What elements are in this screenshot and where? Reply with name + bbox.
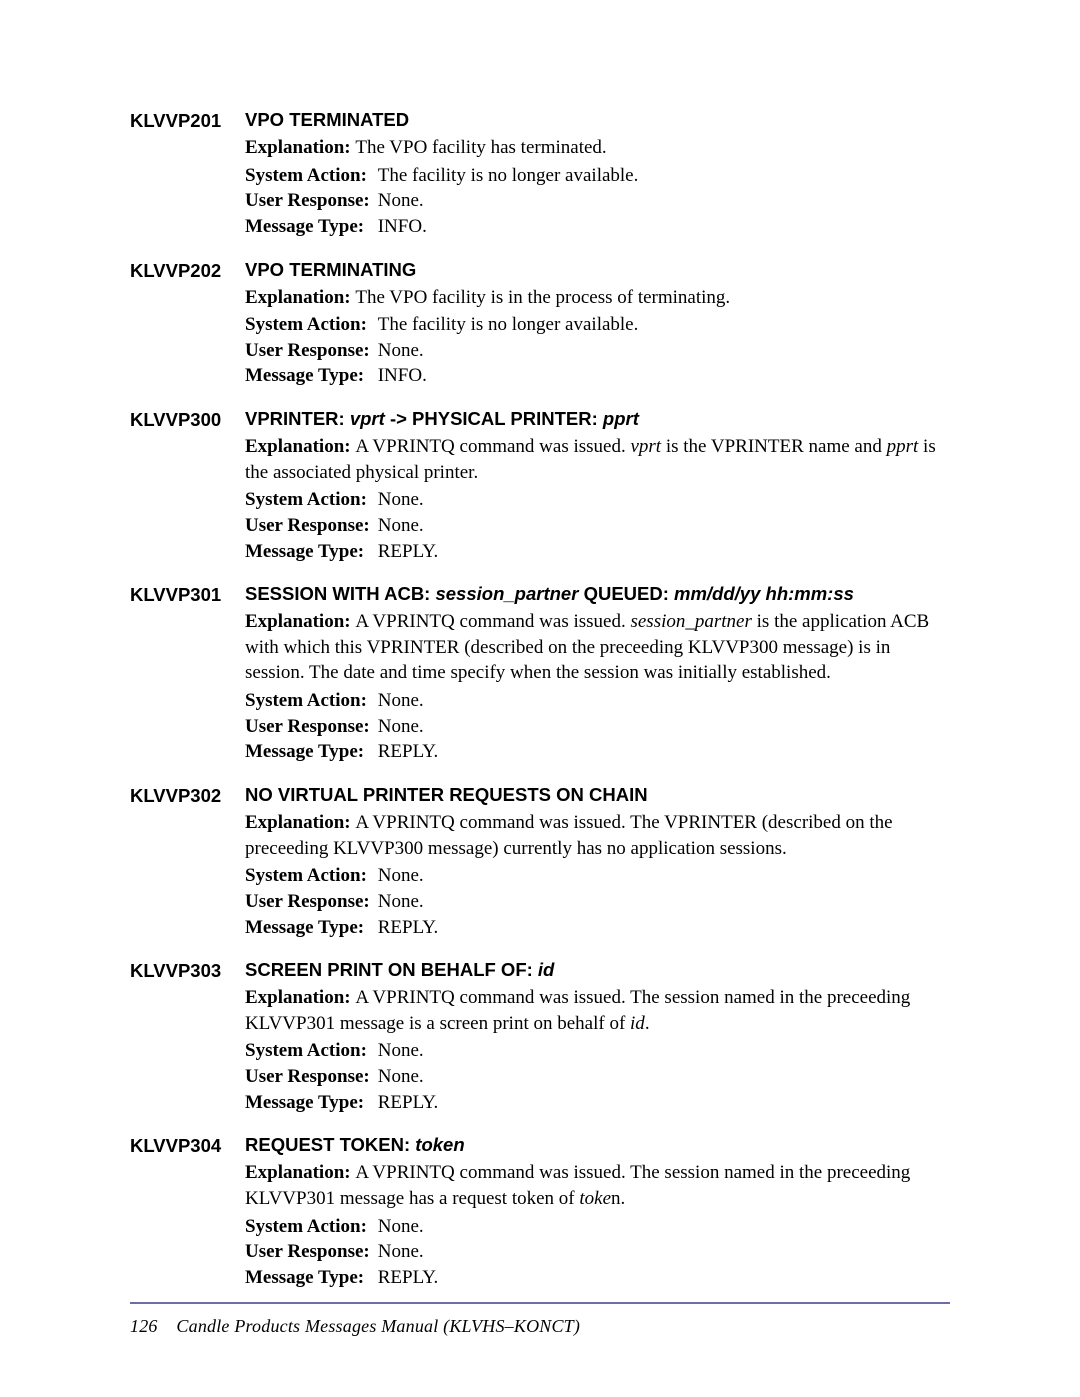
- message-explanation: Explanation: The VPO facility has termin…: [245, 135, 950, 161]
- message-code: KLVVP304: [130, 1133, 245, 1159]
- message-body: SESSION WITH ACB: session_partner QUEUED…: [245, 582, 950, 765]
- field-value-user_response: None.: [378, 1064, 439, 1090]
- field-label-user_response: User Response:: [245, 190, 370, 211]
- field-value-user_response: None.: [378, 889, 439, 915]
- field-value-message_type: REPLY.: [378, 1090, 439, 1116]
- field-value-user_response: None.: [378, 714, 439, 740]
- message-body: NO VIRTUAL PRINTER REQUESTS ON CHAINExpl…: [245, 783, 950, 940]
- message-title: VPRINTER: vprt -> PHYSICAL PRINTER: pprt: [245, 407, 950, 432]
- field-value-system_action: The facility is no longer available.: [378, 312, 639, 338]
- message-title: SESSION WITH ACB: session_partner QUEUED…: [245, 582, 950, 607]
- field-value-user_response: None.: [378, 338, 639, 364]
- field-label-user_response: User Response:: [245, 1066, 370, 1087]
- message-body: SCREEN PRINT ON BEHALF OF: idExplanation…: [245, 958, 950, 1115]
- message-code: KLVVP300: [130, 407, 245, 433]
- message-fields: System Action: None. User Response: None. Me…: [245, 1038, 438, 1115]
- message-explanation: Explanation: A VPRINTQ command was issue…: [245, 985, 950, 1036]
- footer-rule: [130, 1302, 950, 1304]
- message-explanation: Explanation: A VPRINTQ command was issue…: [245, 1160, 950, 1211]
- message-code: KLVVP201: [130, 108, 245, 134]
- message-fields: System Action: The facility is no longer …: [245, 312, 638, 389]
- field-label-system_action: System Action:: [245, 314, 367, 335]
- field-label-user_response: User Response:: [245, 340, 370, 361]
- message-entry: KLVVP302NO VIRTUAL PRINTER REQUESTS ON C…: [130, 783, 950, 940]
- message-code: KLVVP301: [130, 582, 245, 608]
- field-label-system_action: System Action:: [245, 865, 367, 886]
- message-fields: System Action: None. User Response: None. Me…: [245, 1214, 438, 1291]
- field-value-system_action: None.: [378, 688, 439, 714]
- message-fields: System Action: The facility is no longer …: [245, 163, 638, 240]
- message-title: REQUEST TOKEN: token: [245, 1133, 950, 1158]
- message-code: KLVVP202: [130, 258, 245, 284]
- field-label-system_action: System Action:: [245, 690, 367, 711]
- field-label-system_action: System Action:: [245, 1216, 367, 1237]
- message-entry: KLVVP303SCREEN PRINT ON BEHALF OF: idExp…: [130, 958, 950, 1115]
- message-explanation: Explanation: A VPRINTQ command was issue…: [245, 810, 950, 861]
- message-title: VPO TERMINATED: [245, 108, 950, 133]
- field-value-message_type: INFO.: [378, 214, 639, 240]
- message-entry: KLVVP301SESSION WITH ACB: session_partne…: [130, 582, 950, 765]
- field-value-user_response: None.: [378, 1239, 439, 1265]
- field-value-message_type: REPLY.: [378, 739, 439, 765]
- message-fields: System Action: None. User Response: None. Me…: [245, 688, 438, 765]
- message-explanation: Explanation: The VPO facility is in the …: [245, 285, 950, 311]
- message-body: VPO TERMINATINGExplanation: The VPO faci…: [245, 258, 950, 390]
- field-label-user_response: User Response:: [245, 891, 370, 912]
- field-label-message_type: Message Type:: [245, 741, 364, 762]
- field-label-system_action: System Action:: [245, 489, 367, 510]
- message-code: KLVVP303: [130, 958, 245, 984]
- message-entry: KLVVP202VPO TERMINATINGExplanation: The …: [130, 258, 950, 390]
- message-body: REQUEST TOKEN: tokenExplanation: A VPRIN…: [245, 1133, 950, 1290]
- message-entry: KLVVP304REQUEST TOKEN: tokenExplanation:…: [130, 1133, 950, 1290]
- field-value-message_type: INFO.: [378, 363, 639, 389]
- message-code: KLVVP302: [130, 783, 245, 809]
- message-fields: System Action: None. User Response: None. Me…: [245, 863, 438, 940]
- message-body: VPRINTER: vprt -> PHYSICAL PRINTER: pprt…: [245, 407, 950, 564]
- message-body: VPO TERMINATEDExplanation: The VPO facil…: [245, 108, 950, 240]
- message-entry: KLVVP201VPO TERMINATEDExplanation: The V…: [130, 108, 950, 240]
- field-value-message_type: REPLY.: [378, 915, 439, 941]
- message-title: SCREEN PRINT ON BEHALF OF: id: [245, 958, 950, 983]
- page-body: KLVVP201VPO TERMINATEDExplanation: The V…: [0, 0, 1080, 1369]
- footer-title: Candle Products Messages Manual (KLVHS–K…: [176, 1316, 580, 1336]
- field-label-system_action: System Action:: [245, 1040, 367, 1061]
- message-explanation: Explanation: A VPRINTQ command was issue…: [245, 609, 950, 686]
- field-value-system_action: None.: [378, 487, 439, 513]
- field-value-message_type: REPLY.: [378, 539, 439, 565]
- message-title: VPO TERMINATING: [245, 258, 950, 283]
- field-label-user_response: User Response:: [245, 1241, 370, 1262]
- field-label-message_type: Message Type:: [245, 917, 364, 938]
- field-value-system_action: None.: [378, 1038, 439, 1064]
- field-label-message_type: Message Type:: [245, 1267, 364, 1288]
- field-label-system_action: System Action:: [245, 165, 367, 186]
- field-value-system_action: None.: [378, 1214, 439, 1240]
- field-label-message_type: Message Type:: [245, 1092, 364, 1113]
- field-label-message_type: Message Type:: [245, 541, 364, 562]
- message-title: NO VIRTUAL PRINTER REQUESTS ON CHAIN: [245, 783, 950, 808]
- footer-text: 126 Candle Products Messages Manual (KLV…: [130, 1316, 580, 1337]
- field-value-user_response: None.: [378, 513, 439, 539]
- field-label-user_response: User Response:: [245, 716, 370, 737]
- field-label-user_response: User Response:: [245, 515, 370, 536]
- page-number: 126: [130, 1316, 158, 1336]
- message-fields: System Action: None. User Response: None. Me…: [245, 487, 438, 564]
- field-label-message_type: Message Type:: [245, 365, 364, 386]
- field-value-message_type: REPLY.: [378, 1265, 439, 1291]
- message-entry: KLVVP300VPRINTER: vprt -> PHYSICAL PRINT…: [130, 407, 950, 564]
- field-label-message_type: Message Type:: [245, 216, 364, 237]
- messages-list: KLVVP201VPO TERMINATEDExplanation: The V…: [130, 108, 950, 1291]
- field-value-system_action: None.: [378, 863, 439, 889]
- message-explanation: Explanation: A VPRINTQ command was issue…: [245, 434, 950, 485]
- field-value-user_response: None.: [378, 188, 639, 214]
- field-value-system_action: The facility is no longer available.: [378, 163, 639, 189]
